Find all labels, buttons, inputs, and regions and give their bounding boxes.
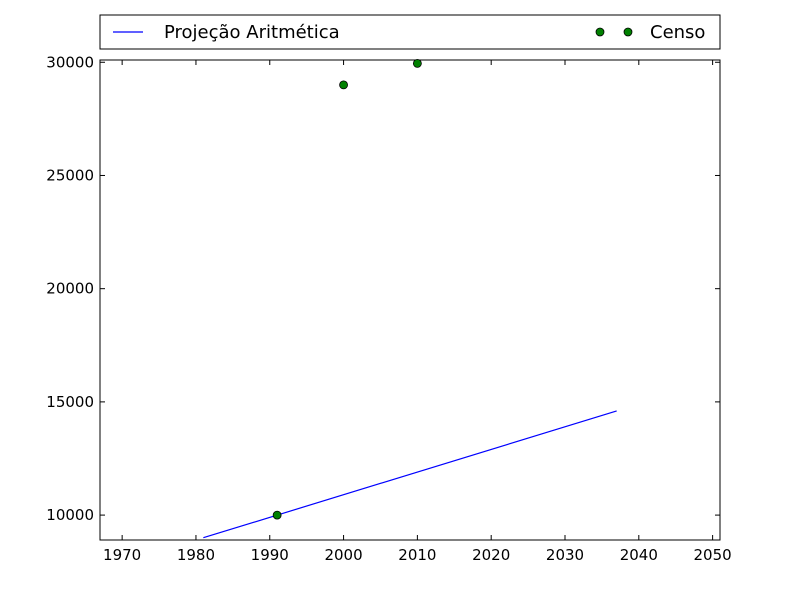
plot-series xyxy=(203,58,617,539)
x-tick-label: 2020 xyxy=(472,546,510,564)
legend-marker-swatch xyxy=(623,27,633,37)
legend-label-projecao: Projeção Aritmética xyxy=(164,22,340,43)
y-tick-label: 25000 xyxy=(46,166,94,184)
axis-ticks: 1970 1980 1990 2000 2010 2020 2030 2040 2050 1000… xyxy=(46,53,731,564)
y-tick-label: 10000 xyxy=(46,506,94,524)
legend-box xyxy=(99,14,721,50)
projection-line xyxy=(203,410,617,539)
y-tick-label: 15000 xyxy=(46,393,94,411)
legend-label-censo: Censo xyxy=(650,22,705,43)
x-tick-label: 1980 xyxy=(177,546,215,564)
y-tick-label: 30000 xyxy=(46,53,94,71)
y-tick-label: 20000 xyxy=(46,280,94,298)
census-point xyxy=(339,80,348,90)
census-point xyxy=(412,58,422,68)
x-tick-label: 1970 xyxy=(103,546,141,564)
x-tick-label: 2000 xyxy=(324,546,362,564)
x-tick-label: 2030 xyxy=(546,546,584,564)
x-tick-label: 2010 xyxy=(398,546,436,564)
census-point xyxy=(272,510,282,520)
x-tick-label: 2040 xyxy=(620,546,658,564)
x-tick-label: 2050 xyxy=(694,546,732,564)
x-tick-label: 1990 xyxy=(251,546,289,564)
legend-marker-swatch xyxy=(595,27,605,37)
legend: Projeção Aritmética Censo xyxy=(99,14,721,50)
plot-frame xyxy=(99,59,721,541)
